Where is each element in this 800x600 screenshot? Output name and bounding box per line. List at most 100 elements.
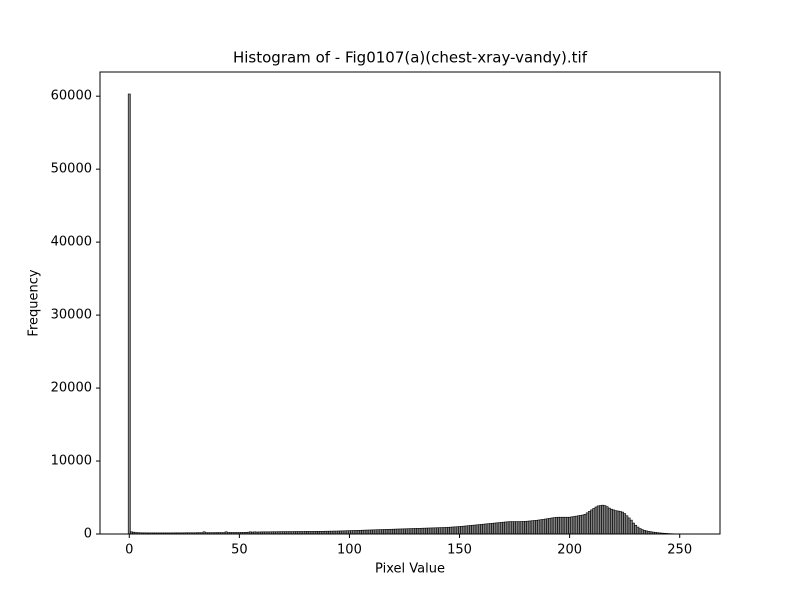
bar (532, 520, 536, 535)
bar (552, 517, 556, 535)
bar (561, 516, 565, 535)
bar (594, 506, 598, 535)
bar (348, 530, 351, 535)
bar (453, 526, 457, 535)
bar (475, 524, 479, 535)
bar (438, 527, 442, 535)
bar (521, 521, 525, 535)
bar (370, 529, 373, 535)
bar (416, 528, 420, 535)
bar (599, 505, 602, 535)
y-tick-label: 0 (84, 527, 92, 542)
bar (488, 523, 492, 535)
bar (548, 518, 552, 535)
bar (400, 528, 404, 535)
bar (462, 525, 466, 535)
y-tick-label: 30000 (51, 308, 92, 323)
bar (572, 516, 576, 535)
bar (519, 521, 523, 535)
bar (440, 527, 444, 535)
bar (425, 527, 428, 535)
bar (530, 520, 534, 535)
bar (623, 513, 627, 535)
x-tick-label: 0 (125, 543, 133, 558)
x-tick-label: 50 (231, 543, 248, 558)
bar (550, 517, 554, 535)
bar (442, 527, 446, 535)
bar (427, 527, 431, 535)
bar (383, 529, 387, 535)
bar (361, 529, 365, 535)
bar (570, 516, 574, 535)
bar (596, 505, 600, 535)
bar (544, 518, 547, 535)
bar (497, 522, 501, 535)
bar (407, 528, 411, 535)
bar (502, 521, 505, 535)
bar (387, 529, 391, 535)
bar (539, 519, 543, 535)
bar (455, 526, 459, 535)
bar (603, 505, 607, 535)
y-tick-label: 40000 (51, 235, 92, 250)
bar (352, 530, 356, 535)
bar (471, 524, 475, 535)
bar (365, 529, 369, 535)
bar (449, 526, 453, 535)
bar (610, 508, 613, 535)
bar (581, 514, 585, 535)
y-tick-label: 20000 (51, 381, 92, 396)
bar (389, 528, 393, 535)
bar (359, 529, 362, 535)
bar (480, 524, 483, 535)
bar (601, 504, 605, 535)
bar (638, 528, 642, 535)
bar (403, 528, 406, 535)
bar (464, 525, 468, 535)
bar (458, 526, 461, 535)
bar (563, 516, 567, 535)
bar (482, 523, 486, 535)
bar (634, 524, 638, 535)
bar (559, 516, 563, 535)
chart-title: Histogram of - Fig0107(a)(chest-xray-van… (233, 49, 588, 67)
bar (473, 524, 477, 535)
bar (607, 507, 611, 535)
bar (555, 517, 558, 535)
bar (409, 528, 413, 535)
bar (381, 529, 384, 535)
bar (612, 509, 616, 535)
bar (411, 528, 415, 535)
bar (566, 516, 569, 535)
bar (528, 520, 532, 535)
x-axis-label: Pixel Value (375, 562, 445, 577)
bar (350, 530, 354, 535)
bar (433, 527, 437, 535)
bar (486, 523, 490, 535)
bar (640, 529, 644, 535)
bar (541, 519, 545, 535)
bar (632, 522, 635, 535)
bar (466, 525, 470, 535)
bar (484, 523, 488, 535)
bar (537, 519, 541, 535)
x-tick-label: 250 (667, 543, 692, 558)
bar (469, 525, 472, 535)
bar (592, 508, 596, 535)
bar (614, 510, 618, 535)
bar (127, 93, 131, 535)
bar (616, 510, 620, 535)
bar (477, 524, 481, 535)
y-axis-label: Frequency (27, 269, 42, 336)
bar (491, 522, 494, 535)
bar (414, 528, 417, 535)
bar (378, 529, 382, 535)
bar (574, 515, 578, 535)
bar (618, 511, 622, 535)
bar (588, 511, 591, 535)
bar (643, 530, 646, 535)
bar (394, 528, 398, 535)
x-tick-label: 150 (447, 543, 472, 558)
bar (583, 513, 587, 535)
